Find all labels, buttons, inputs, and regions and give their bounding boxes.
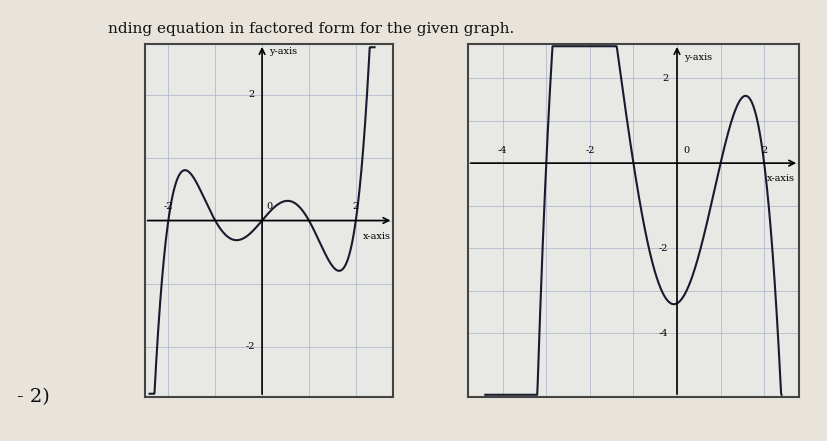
Text: -2: -2: [164, 202, 173, 211]
Text: 0: 0: [266, 202, 273, 211]
Text: 2: 2: [760, 146, 767, 155]
Text: -2: -2: [585, 146, 594, 155]
Text: nding equation in factored form for the given graph.: nding equation in factored form for the …: [108, 22, 514, 36]
Text: - 2): - 2): [17, 388, 50, 406]
Text: -4: -4: [658, 329, 667, 338]
Text: -2: -2: [658, 243, 667, 253]
Text: y-axis: y-axis: [269, 47, 297, 56]
Text: x-axis: x-axis: [766, 174, 794, 183]
Text: 2: 2: [352, 202, 358, 211]
Text: 2: 2: [662, 74, 667, 82]
Text: y-axis: y-axis: [683, 52, 710, 62]
Text: -2: -2: [246, 342, 255, 351]
Text: x-axis: x-axis: [362, 232, 390, 241]
Text: 0: 0: [683, 146, 689, 155]
Text: 2: 2: [248, 90, 255, 99]
Text: -4: -4: [497, 146, 507, 155]
